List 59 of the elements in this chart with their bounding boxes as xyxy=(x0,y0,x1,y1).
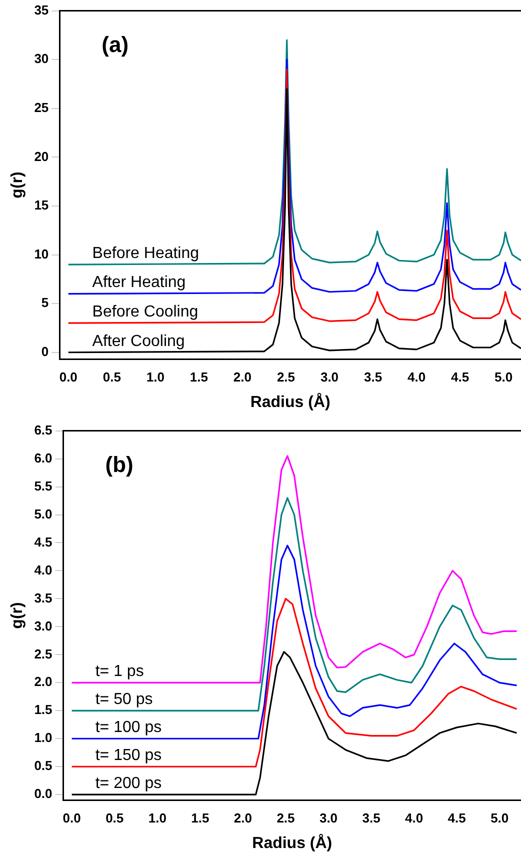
y-tick-label: 10 xyxy=(34,246,49,262)
x-axis-title: Radius (Å) xyxy=(250,392,330,411)
series-label: Before Cooling xyxy=(92,304,198,320)
series-label: After Heating xyxy=(92,274,186,292)
y-axis-title: g(r) xyxy=(9,602,26,629)
x-tick-label: 3.5 xyxy=(362,810,380,826)
x-tick-label: 3.0 xyxy=(320,370,339,385)
series-label: t= 150 ps xyxy=(95,747,162,764)
series-label: t= 50 ps xyxy=(95,691,153,708)
x-tick-label: 1.0 xyxy=(146,370,164,385)
y-tick-label: 5 xyxy=(41,295,49,310)
y-tick-label: 3.0 xyxy=(34,618,52,634)
y-tick-label: 5.0 xyxy=(34,506,52,522)
x-tick-label: 0.0 xyxy=(59,370,78,385)
y-axis-title: g(r) xyxy=(9,172,26,198)
y-tick-label: 2.0 xyxy=(34,674,52,690)
y-tick-label: 0.0 xyxy=(34,786,52,802)
x-tick-label: 4.0 xyxy=(405,810,424,826)
x-tick-label: 0.0 xyxy=(62,810,81,826)
y-tick-label: 15 xyxy=(34,198,49,213)
x-tick-label: 1.5 xyxy=(191,810,210,826)
series-label: After Cooling xyxy=(92,332,185,350)
annotation: (b) xyxy=(105,452,134,477)
series-label: Before Heating xyxy=(92,244,200,262)
x-tick-label: 2.0 xyxy=(233,370,252,385)
y-tick-label: 4.5 xyxy=(34,534,52,550)
y-tick-label: 25 xyxy=(34,100,49,115)
x-tick-label: 2.5 xyxy=(276,370,296,385)
y-tick-label: 3.5 xyxy=(34,590,52,606)
x-tick-label: 2.5 xyxy=(276,810,295,826)
x-tick-label: 5.0 xyxy=(490,810,509,826)
x-tick-label: 5.0 xyxy=(494,370,513,385)
x-tick-label: 2.0 xyxy=(234,810,252,826)
x-tick-label: 1.5 xyxy=(190,370,208,385)
x-tick-label: 3.5 xyxy=(364,370,382,385)
y-tick-label: 5.5 xyxy=(34,478,52,494)
y-tick-label: 6.5 xyxy=(34,422,52,438)
x-tick-label: 0.5 xyxy=(106,810,124,826)
x-tick-label: 4.0 xyxy=(408,370,426,385)
x-tick-label: 4.5 xyxy=(448,810,466,826)
y-tick-label: 0 xyxy=(41,344,49,359)
x-axis-title: Radius (Å) xyxy=(252,832,332,852)
y-tick-label: 35 xyxy=(34,2,49,18)
x-tick-label: 0.5 xyxy=(102,370,121,385)
annotation: (a) xyxy=(102,32,129,57)
y-tick-label: 20 xyxy=(34,148,49,164)
y-tick-label: 1.0 xyxy=(34,730,52,746)
y-tick-label: 0.5 xyxy=(34,758,52,774)
y-tick-label: 4.0 xyxy=(34,562,52,578)
x-tick-label: 1.0 xyxy=(148,810,166,826)
y-tick-label: 30 xyxy=(34,51,49,66)
series-label: t= 100 ps xyxy=(95,719,162,736)
series-label: t= 1 ps xyxy=(95,663,144,680)
x-tick-label: 4.5 xyxy=(451,370,470,385)
y-tick-label: 6.0 xyxy=(34,450,52,466)
y-tick-label: 2.5 xyxy=(34,646,52,662)
y-tick-label: 1.5 xyxy=(34,702,52,718)
x-tick-label: 3.0 xyxy=(319,810,338,826)
series-label: t= 200 ps xyxy=(95,775,162,792)
